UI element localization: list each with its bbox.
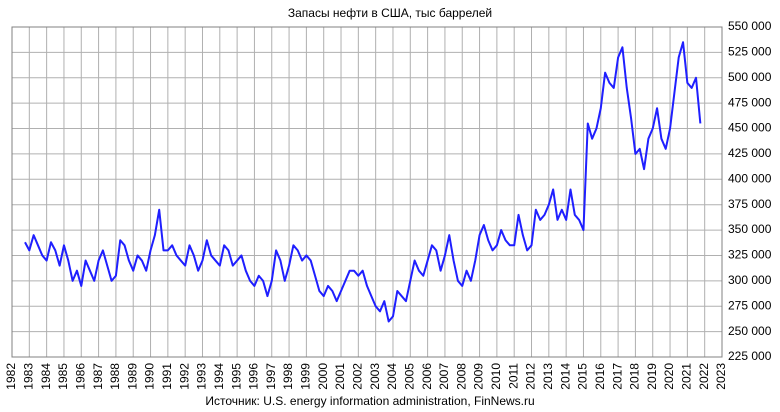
x-tick-label: 2014 [558,363,572,390]
x-tick-label: 1990 [143,363,157,390]
y-tick-label: 325 000 [728,248,772,262]
y-tick-label: 525 000 [728,45,772,59]
x-tick-label: 1991 [160,363,174,390]
x-tick-label: 1988 [108,363,122,390]
x-tick-label: 2023 [714,363,728,390]
x-tick-label: 2002 [351,363,365,390]
x-tick-label: 1986 [73,363,87,390]
x-tick-label: 2017 [610,363,624,390]
x-tick-label: 2021 [680,363,694,390]
x-tick-label: 2012 [524,363,538,390]
x-tick-label: 1987 [91,363,105,390]
y-tick-label: 425 000 [728,146,772,160]
y-tick-label: 225 000 [728,349,772,363]
y-tick-label: 500 000 [728,70,772,84]
x-tick-label: 1985 [56,363,70,390]
y-tick-label: 550 000 [728,19,772,33]
x-tick-label: 1998 [281,363,295,390]
y-tick-label: 475 000 [728,95,772,109]
x-tick-label: 2020 [662,363,676,390]
data-line [24,41,702,323]
y-tick-label: 375 000 [728,197,772,211]
x-tick-label: 1984 [39,363,53,390]
x-tick-label: 2022 [697,363,711,390]
x-tick-label: 2004 [385,363,399,390]
x-tick-label: 1983 [21,363,35,390]
x-tick-label: 2016 [593,363,607,390]
x-tick-label: 1982 [4,363,18,390]
x-tick-label: 2011 [506,363,520,389]
x-tick-label: 1999 [299,363,313,390]
x-tick-label: 1997 [264,363,278,390]
source: Источник: U.S. energy information admini… [205,394,534,408]
x-tick-label: 2018 [628,363,642,390]
x-tick-label: 2001 [333,363,347,390]
x-tick-label: 2006 [420,363,434,390]
x-tick-label: 1989 [125,363,139,390]
x-tick-label: 1992 [177,363,191,390]
x-tick-label: 2015 [576,363,590,390]
x-tick-label: 2005 [402,363,416,390]
y-tick-label: 300 000 [728,273,772,287]
y-tick-label: 275 000 [728,298,772,312]
x-tick-label: 1995 [229,363,243,390]
x-tick-label: 2008 [454,363,468,390]
y-tick-label: 250 000 [728,324,772,338]
x-tick-label: 2003 [368,363,382,390]
x-tick-label: 2009 [472,363,486,390]
x-tick-label: 2000 [316,363,330,390]
x-tick-label: 1994 [212,363,226,390]
y-tick-label: 450 000 [728,121,772,135]
y-tick-label: 400 000 [728,171,772,185]
plot-frame [11,26,723,358]
chart-title: Запасы нефти в США, тыс баррелей [288,6,492,20]
x-tick-label: 2013 [541,363,555,390]
x-tick-label: 2007 [437,363,451,390]
x-tick-label: 1996 [247,363,261,390]
x-tick-label: 2010 [489,363,503,390]
x-tick-label: 2019 [645,363,659,390]
y-tick-label: 350 000 [728,222,772,236]
x-tick-label: 1993 [195,363,209,390]
